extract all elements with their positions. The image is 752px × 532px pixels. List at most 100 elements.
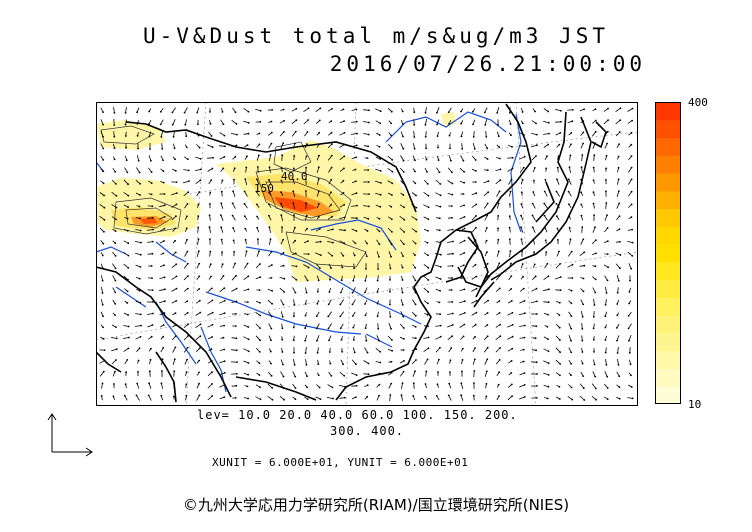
colorbar-swatch [655, 137, 681, 156]
wind-arrow-head [535, 313, 538, 315]
wind-arrow-head [294, 130, 297, 133]
wind-arrow-head [293, 226, 296, 229]
wind-arrow-head [379, 158, 382, 160]
wind-arrow-head [270, 362, 272, 365]
wind-arrow-head [424, 135, 427, 138]
wind-arrow-head [186, 311, 189, 314]
wind-arrow [219, 360, 225, 364]
wind-arrow [316, 323, 320, 329]
wind-arrow-head [487, 299, 489, 302]
wind-arrow-head [160, 394, 163, 397]
wind-arrow-head [343, 155, 346, 158]
wind-arrow-head [631, 107, 634, 110]
wind-arrow-head [555, 202, 558, 205]
wind-arrow-head [367, 362, 370, 365]
wind-arrow-head [331, 386, 334, 389]
wind-arrow-head [367, 145, 369, 148]
wind-arrow-head [173, 147, 176, 150]
wind-arrow [327, 384, 333, 388]
wind-arrow [484, 359, 488, 365]
wind-arrow-head [616, 327, 618, 329]
wind-arrow-head [448, 382, 451, 385]
wind-arrow-head [475, 170, 477, 172]
wind-arrow [507, 336, 513, 340]
wind-arrow-head [305, 202, 308, 205]
wind-arrow-head [256, 226, 259, 229]
wind-arrow-head [161, 148, 164, 150]
wind-arrow [543, 348, 549, 352]
wind-arrow-head [331, 228, 334, 231]
wind-arrow-head [390, 360, 393, 363]
wind-arrow-head [102, 135, 104, 138]
wind-arrow-head [221, 111, 224, 113]
wind-arrow [472, 359, 476, 365]
wind-arrow [305, 359, 307, 365]
wind-arrow-head [199, 179, 202, 182]
wind-arrow [616, 335, 620, 341]
wind-arrow-head [402, 159, 405, 162]
wind-arrow [135, 241, 141, 243]
wind-arrow [531, 301, 537, 303]
wind-arrow-head [460, 382, 463, 384]
wind-arrow-head [150, 171, 153, 173]
wind-arrow [412, 299, 416, 305]
wind-arrow-head [223, 299, 226, 302]
wind-arrow-head [535, 325, 538, 328]
wind-arrow [292, 191, 296, 197]
wind-arrow-head [210, 287, 213, 290]
wind-arrow-head [103, 218, 106, 221]
wind-arrow-head [499, 323, 501, 326]
wind-arrow-head [532, 238, 535, 241]
wind-arrow-head [151, 240, 154, 243]
wind-arrow [532, 203, 536, 209]
wind-arrow-head [533, 263, 536, 266]
wind-arrow-head [368, 205, 370, 208]
wind-arrow [207, 168, 213, 172]
wind-arrow-head [341, 266, 344, 269]
wind-arrow-head [174, 239, 176, 242]
wind-arrow-head [414, 326, 417, 328]
wind-arrow [244, 191, 248, 197]
wind-arrow-head [474, 239, 477, 242]
wind-arrow-head [187, 335, 189, 337]
wind-arrow-head [247, 397, 250, 400]
wind-arrow [172, 347, 176, 353]
wind-arrow-head [343, 242, 346, 245]
wind-arrow [471, 204, 477, 208]
wind-arrow-head [294, 239, 297, 242]
wind-arrow-head [570, 327, 573, 330]
wind-arrow-head [616, 291, 619, 294]
colorbar-swatch [655, 226, 681, 245]
wind-arrow-head [135, 394, 138, 397]
wind-arrow-head [306, 398, 309, 400]
wind-arrow-head [618, 386, 621, 389]
wind-arrow-head [186, 287, 189, 290]
wind-arrow-head [543, 190, 546, 193]
wind-arrow-head [125, 371, 128, 374]
wind-arrow-head [582, 387, 585, 390]
wind-arrow-head [630, 155, 633, 157]
colorbar-swatch [655, 102, 681, 121]
wind-arrow-head [114, 255, 117, 257]
wind-arrow-head [259, 276, 262, 279]
wind-arrow-head [209, 250, 212, 253]
wind-arrow-head [247, 350, 250, 353]
wind-arrow [520, 227, 524, 233]
wind-arrow [184, 251, 188, 257]
wind-arrow-head [545, 167, 548, 170]
wind-arrow-head [231, 202, 234, 205]
wind-arrow-head [472, 394, 475, 397]
wind-arrow-head [631, 397, 634, 400]
wind-arrow-head [415, 359, 417, 361]
wind-arrow-head [604, 339, 607, 341]
wind-arrow [135, 179, 141, 185]
wind-arrow [339, 299, 345, 305]
wind-arrow-head [316, 351, 319, 354]
wind-arrow-head [511, 311, 514, 314]
wind-arrow-head [548, 288, 550, 291]
wind-arrow-head [152, 312, 154, 315]
wind-arrow [339, 240, 345, 244]
wind-arrow-head [486, 262, 489, 265]
wind-arrow-head [439, 324, 442, 327]
wind-arrow-head [164, 288, 166, 291]
